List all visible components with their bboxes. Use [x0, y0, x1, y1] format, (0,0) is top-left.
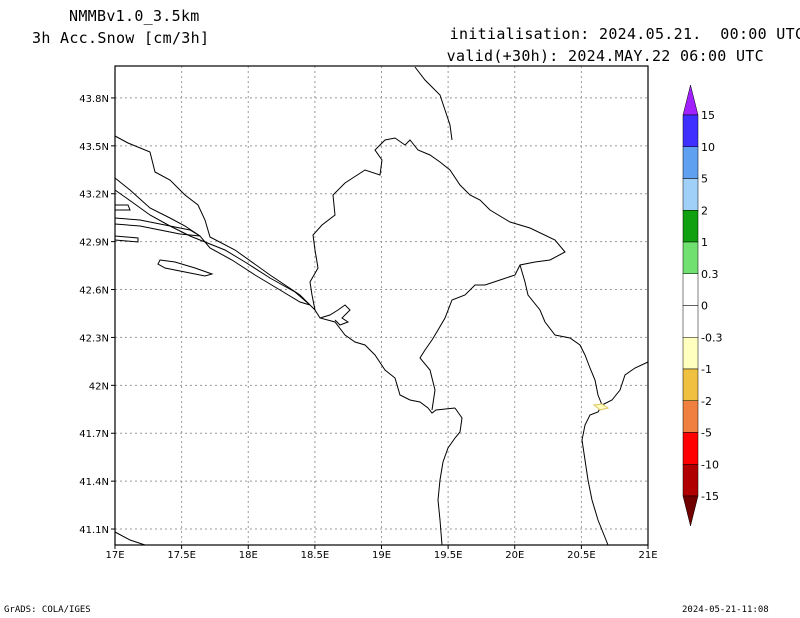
coastline-adriatic	[114, 135, 456, 414]
colorbar-segment	[682, 368, 699, 401]
lon-tick-label: 17E	[105, 550, 124, 561]
colorbar-label: -1	[701, 363, 712, 376]
colorbar-top-arrow	[682, 84, 699, 116]
colorbar-bottom-arrow	[682, 495, 699, 527]
colorbar: 15 10 5 2 1 0.3 0 -0.3 -1 -2 -5 -10 -15	[682, 84, 722, 527]
coastline-southwest	[114, 531, 146, 546]
colorbar-segment	[682, 241, 699, 274]
valid-time: valid(+30h): 2024.MAY.22 06:00 UTC	[428, 29, 764, 65]
island-5	[157, 259, 214, 277]
lat-tick-label: 43.8N	[79, 94, 109, 105]
colorbar-segment	[682, 305, 699, 338]
lat-tick-label: 42.9N	[79, 238, 109, 249]
lon-tick-label: 18.5E	[301, 550, 330, 561]
colorbar-label: -15	[701, 490, 719, 503]
colorbar-segment	[682, 337, 699, 370]
colorbar-segment	[682, 432, 699, 465]
border-albania	[437, 407, 463, 546]
lon-tick-label: 17.5E	[167, 550, 196, 561]
lon-tick-label: 19.5E	[434, 550, 463, 561]
model-name: NMMBv1.0_3.5km	[69, 7, 200, 25]
border-serbia-kosovo	[519, 264, 603, 406]
variable-name: 3h Acc.Snow [cm/3h]	[32, 29, 210, 47]
valid-value: 2024.MAY.22 06:00 UTC	[568, 47, 764, 65]
border-east	[601, 361, 649, 406]
island-1	[114, 177, 206, 243]
axis-labels: 17E 17.5E 18E 18.5E 19E 19.5E 20E 20.5E 21E 43.8N…	[79, 94, 657, 561]
colorbar-label: 0.3	[701, 268, 719, 281]
lat-tick-label: 42.3N	[79, 333, 109, 344]
colorbar-label: 5	[701, 173, 708, 186]
lon-tick-label: 21E	[638, 550, 657, 561]
lon-tick-label: 20E	[505, 550, 524, 561]
colorbar-label: 10	[701, 141, 715, 154]
border-macedonia	[581, 404, 609, 546]
colorbar-segment	[682, 400, 699, 433]
island-3	[114, 217, 201, 237]
grid-lines	[115, 66, 648, 545]
island-2	[115, 204, 131, 211]
lat-tick-label: 41.7N	[79, 429, 109, 440]
lat-tick-label: 41.4N	[79, 477, 109, 488]
lat-tick-label: 42.6N	[79, 286, 109, 297]
lon-tick-label: 20.5E	[567, 550, 596, 561]
snow-area	[592, 403, 610, 411]
bay-detail	[319, 304, 351, 326]
init-time: initialisation: 2024.05.21. 00:00 UTC	[431, 7, 800, 43]
colorbar-segment	[682, 114, 699, 147]
init-label: initialisation:	[449, 25, 590, 43]
colorbar-label: 2	[701, 204, 708, 217]
colorbar-segment	[682, 146, 699, 179]
colorbar-label: -5	[701, 427, 712, 440]
colorbar-segment	[682, 464, 699, 497]
footer-right: 2024-05-21-11:08	[682, 605, 769, 615]
colorbar-label: 15	[701, 109, 715, 122]
border-serbia-north	[414, 66, 453, 141]
lat-tick-label: 41.1N	[79, 525, 109, 536]
colorbar-label: -2	[701, 395, 712, 408]
lat-tick-label: 43.5N	[79, 142, 109, 153]
colorbar-segment	[682, 210, 699, 243]
lat-tick-label: 42N	[89, 381, 109, 392]
island-6	[204, 241, 311, 306]
colorbar-segment	[682, 273, 699, 306]
colorbar-label: -10	[701, 458, 719, 471]
init-value: 2024.05.21. 00:00 UTC	[598, 25, 800, 43]
footer-left: GrADS: COLA/IGES	[4, 605, 91, 615]
colorbar-label: 0	[701, 300, 708, 313]
lon-tick-label: 18E	[239, 550, 258, 561]
lat-tick-label: 43.2N	[79, 190, 109, 201]
colorbar-label: 1	[701, 236, 708, 249]
border-bih	[309, 137, 566, 411]
coastlines	[114, 66, 649, 546]
valid-label: valid(+30h):	[446, 47, 559, 65]
island-4	[114, 235, 139, 243]
lon-tick-label: 19E	[372, 550, 391, 561]
colorbar-label: -0.3	[701, 331, 722, 344]
colorbar-segment	[682, 178, 699, 211]
